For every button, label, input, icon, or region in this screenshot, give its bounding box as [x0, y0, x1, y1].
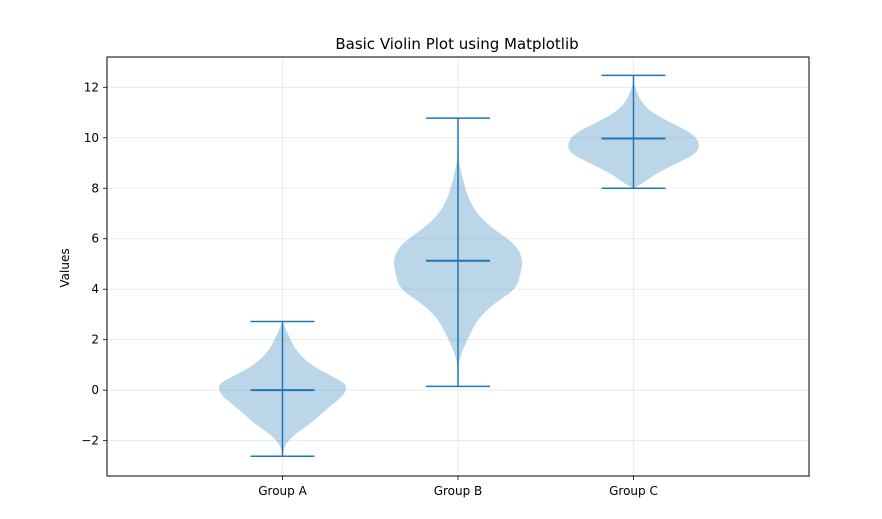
y-tick-label: 12 — [84, 80, 99, 94]
x-tick-label: Group A — [258, 484, 307, 498]
y-axis-ticks: −2 0 2 4 6 8 10 12 — [81, 80, 107, 448]
violin-stat-lines — [250, 74, 666, 458]
x-tick-label: Group C — [609, 484, 658, 498]
x-tick-label: Group B — [434, 484, 483, 498]
y-axis-label: Values — [58, 248, 72, 287]
y-tick-label: 8 — [91, 181, 99, 195]
y-tick-label: 10 — [84, 131, 99, 145]
chart-title: Basic Violin Plot using Matplotlib — [335, 35, 578, 53]
y-tick-label: 6 — [91, 232, 99, 246]
violin-bodies — [218, 75, 699, 457]
y-tick-label: 0 — [91, 383, 99, 397]
x-axis-ticks: Group A Group B Group C — [258, 476, 658, 498]
y-tick-label: 4 — [91, 282, 99, 296]
y-tick-label: −2 — [81, 434, 99, 448]
y-tick-label: 2 — [91, 333, 99, 347]
